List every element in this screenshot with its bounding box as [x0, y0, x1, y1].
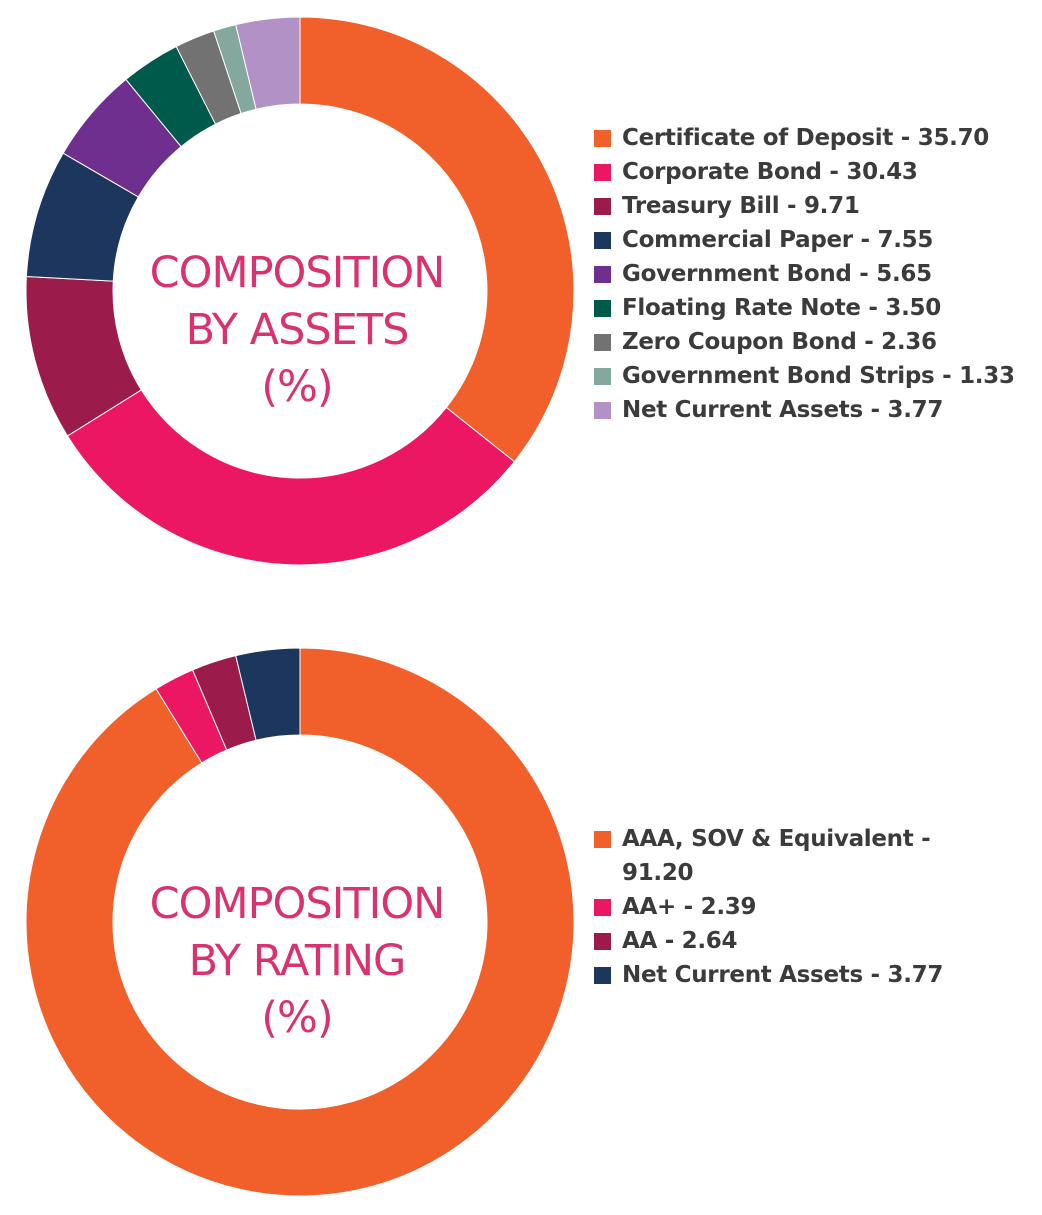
legend-item: Certificate of Deposit - 35.70 — [594, 121, 1015, 155]
composition-by-assets-chart: COMPOSITION BY ASSETS (%) Certificate of… — [0, 0, 1042, 600]
legend-label: AA+ - 2.39 — [622, 894, 757, 920]
legend-swatch — [594, 899, 611, 916]
donut-slice — [66, 389, 516, 566]
donut-slice — [299, 16, 575, 463]
legend-swatch — [594, 933, 611, 950]
legend-swatch — [594, 368, 611, 385]
legend-label: Government Bond Strips - 1.33 — [622, 363, 1015, 389]
rating-title-line-2: BY RATING — [188, 936, 407, 986]
legend-item: Net Current Assets - 3.77 — [594, 958, 982, 992]
legend-item: Floating Rate Note - 3.50 — [594, 291, 1015, 325]
assets-title-line-3: (%) — [261, 362, 333, 412]
legend-swatch — [594, 831, 611, 848]
assets-legend: Certificate of Deposit - 35.70 Corporate… — [594, 121, 1015, 427]
assets-title-line-1: COMPOSITION — [149, 248, 446, 298]
legend-item: AA+ - 2.39 — [594, 890, 982, 924]
legend-swatch — [594, 300, 611, 317]
legend-label: Corporate Bond - 30.43 — [622, 159, 918, 185]
legend-item: Commercial Paper - 7.55 — [594, 223, 1015, 257]
assets-donut — [25, 16, 575, 566]
legend-swatch — [594, 967, 611, 984]
legend-item: AA - 2.64 — [594, 924, 982, 958]
rating-title-line-1: COMPOSITION — [149, 879, 446, 929]
legend-swatch — [594, 402, 611, 419]
rating-donut — [25, 647, 575, 1197]
legend-item: Zero Coupon Bond - 2.36 — [594, 325, 1015, 359]
legend-label: Government Bond - 5.65 — [622, 261, 932, 287]
rating-center-title: COMPOSITION BY RATING (%) — [107, 876, 487, 1047]
legend-item: Net Current Assets - 3.77 — [594, 393, 1015, 427]
legend-item: Government Bond - 5.65 — [594, 257, 1015, 291]
legend-swatch — [594, 164, 611, 181]
donut-slice — [25, 647, 575, 1197]
legend-label: Treasury Bill - 9.71 — [622, 193, 860, 219]
legend-swatch — [594, 334, 611, 351]
legend-swatch — [594, 266, 611, 283]
legend-label: Net Current Assets - 3.77 — [622, 962, 944, 988]
legend-swatch — [594, 232, 611, 249]
legend-label: Commercial Paper - 7.55 — [622, 227, 934, 253]
assets-title-line-2: BY ASSETS — [185, 305, 410, 355]
donut-slice — [235, 647, 301, 741]
legend-item: Government Bond Strips - 1.33 — [594, 359, 1015, 393]
legend-label: Net Current Assets - 3.77 — [622, 397, 944, 423]
legend-label: Certificate of Deposit - 35.70 — [622, 125, 989, 151]
rating-title-line-3: (%) — [261, 993, 333, 1043]
legend-swatch — [594, 198, 611, 215]
composition-by-rating-chart: COMPOSITION BY RATING (%) AAA, SOV & Equ… — [0, 630, 1042, 1215]
donut-slice — [235, 16, 301, 110]
legend-item: AAA, SOV & Equivalent - 91.20 — [594, 822, 982, 890]
legend-item: Corporate Bond - 30.43 — [594, 155, 1015, 189]
legend-label: AAA, SOV & Equivalent - 91.20 — [622, 826, 931, 886]
legend-label: AA - 2.64 — [622, 928, 738, 954]
legend-swatch — [594, 130, 611, 147]
legend-label: Zero Coupon Bond - 2.36 — [622, 329, 937, 355]
legend-label: Floating Rate Note - 3.50 — [622, 295, 941, 321]
rating-legend: AAA, SOV & Equivalent - 91.20 AA+ - 2.39… — [594, 822, 982, 992]
assets-center-title: COMPOSITION BY ASSETS (%) — [107, 245, 487, 416]
legend-item: Treasury Bill - 9.71 — [594, 189, 1015, 223]
